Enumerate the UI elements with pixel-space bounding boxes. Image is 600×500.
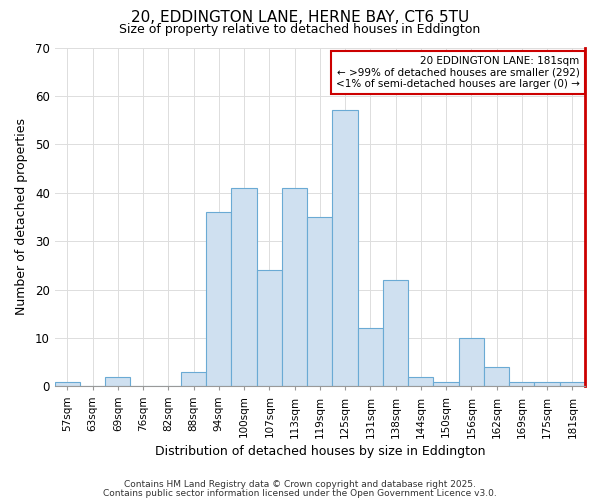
- Bar: [206, 212, 232, 386]
- Text: Size of property relative to detached houses in Eddington: Size of property relative to detached ho…: [119, 22, 481, 36]
- Bar: [408, 376, 433, 386]
- Bar: [55, 382, 80, 386]
- Bar: [484, 367, 509, 386]
- Y-axis label: Number of detached properties: Number of detached properties: [15, 118, 28, 316]
- Bar: [332, 110, 358, 386]
- Bar: [459, 338, 484, 386]
- Bar: [358, 328, 383, 386]
- X-axis label: Distribution of detached houses by size in Eddington: Distribution of detached houses by size …: [155, 444, 485, 458]
- Bar: [257, 270, 282, 386]
- Text: 20 EDDINGTON LANE: 181sqm
← >99% of detached houses are smaller (292)
<1% of sem: 20 EDDINGTON LANE: 181sqm ← >99% of deta…: [336, 56, 580, 89]
- Bar: [307, 217, 332, 386]
- Text: 20, EDDINGTON LANE, HERNE BAY, CT6 5TU: 20, EDDINGTON LANE, HERNE BAY, CT6 5TU: [131, 10, 469, 25]
- Text: Contains public sector information licensed under the Open Government Licence v3: Contains public sector information licen…: [103, 489, 497, 498]
- Bar: [181, 372, 206, 386]
- Text: Contains HM Land Registry data © Crown copyright and database right 2025.: Contains HM Land Registry data © Crown c…: [124, 480, 476, 489]
- Bar: [433, 382, 459, 386]
- Bar: [105, 376, 130, 386]
- Bar: [535, 382, 560, 386]
- Bar: [560, 382, 585, 386]
- Bar: [232, 188, 257, 386]
- Bar: [509, 382, 535, 386]
- Bar: [383, 280, 408, 386]
- Bar: [282, 188, 307, 386]
